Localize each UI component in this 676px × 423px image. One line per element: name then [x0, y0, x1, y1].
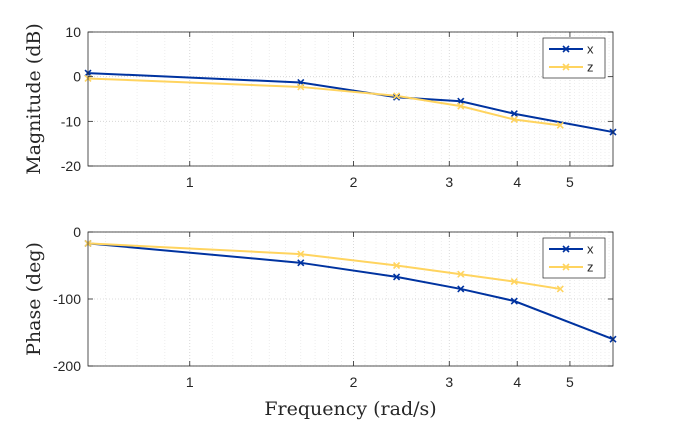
magnitude-series-x-line [87, 72, 614, 134]
magnitude-series-z-marker [457, 102, 465, 110]
phase-series-x-line [87, 242, 614, 341]
magnitude-x-tick-label: 1 [186, 174, 194, 190]
phase-series-x-marker [457, 285, 465, 293]
magnitude-axes: 1 2 3 4 5 10 0 -10 -20 Magnitude (dB) xz [23, 23, 617, 190]
magnitude-x-tick-label: 3 [445, 174, 453, 190]
magnitude-series-z-marker [510, 115, 518, 124]
phase-legend-box [542, 237, 606, 279]
magnitude-legend-label: x [587, 42, 594, 57]
phase-series-z-marker [510, 278, 518, 286]
phase-series-z-marker [457, 270, 465, 278]
phase-ylabel: Phase (deg) [23, 242, 45, 356]
phase-series-z-marker [556, 285, 564, 293]
magnitude-ylabel: Magnitude (dB) [23, 23, 45, 175]
phase-xlabel: Frequency (rad/s) [264, 398, 436, 420]
phase-legend-label: z [587, 260, 594, 275]
magnitude-y-tick-label: -20 [61, 158, 81, 174]
magnitude-series-x-marker [392, 93, 401, 101]
magnitude-x-tick-label: 2 [350, 174, 358, 190]
magnitude-series-x-marker [510, 110, 518, 118]
phase-legend-entry-z: z [549, 260, 594, 275]
magnitude-y-tick-label: 10 [65, 24, 81, 40]
magnitude-legend: xz [542, 37, 606, 79]
phase-series-z-line [87, 242, 561, 290]
phase-y-tick-label: -200 [53, 358, 81, 374]
phase-series-x-marker [510, 297, 518, 305]
phase-axes: 1 2 3 4 5 0 -100 -200 Phase (deg) Frequency (rad/… [23, 224, 617, 420]
phase-x-tick-label: 3 [445, 374, 453, 390]
phase-y-tick-label: -100 [53, 291, 81, 307]
magnitude-x-tick-label: 4 [513, 174, 521, 190]
magnitude-y-tick-label: 0 [73, 69, 81, 85]
phase-series-x-marker [297, 259, 305, 267]
phase-x-tick-label: 4 [513, 374, 521, 390]
magnitude-x-tick-label: 5 [566, 174, 574, 190]
magnitude-series-z-marker [297, 83, 305, 91]
magnitude-legend-label: z [587, 60, 594, 75]
phase-y-tick-label: 0 [73, 224, 81, 240]
phase-series-x-marker [392, 273, 401, 281]
magnitude-series-z-marker [392, 92, 401, 100]
phase-x-tick-label: 1 [186, 374, 194, 390]
phase-legend-entry-x: x [549, 242, 594, 257]
phase-series-z-marker [392, 261, 401, 270]
magnitude-axes-frame [87, 31, 614, 167]
magnitude-legend-box [542, 37, 606, 79]
magnitude-series-z-line [87, 77, 561, 127]
magnitude-series-z-marker [556, 121, 564, 129]
magnitude-legend-entry-x: x [549, 42, 594, 57]
phase-series-z-marker [297, 250, 305, 258]
phase-x-tick-label: 2 [350, 374, 358, 390]
phase-legend-label: x [587, 242, 594, 257]
magnitude-plot-area [88, 32, 613, 166]
phase-legend: xz [542, 237, 606, 279]
magnitude-legend-entry-z: z [549, 60, 594, 75]
phase-x-tick-label: 5 [566, 374, 574, 390]
magnitude-y-tick-label: -10 [61, 113, 81, 129]
